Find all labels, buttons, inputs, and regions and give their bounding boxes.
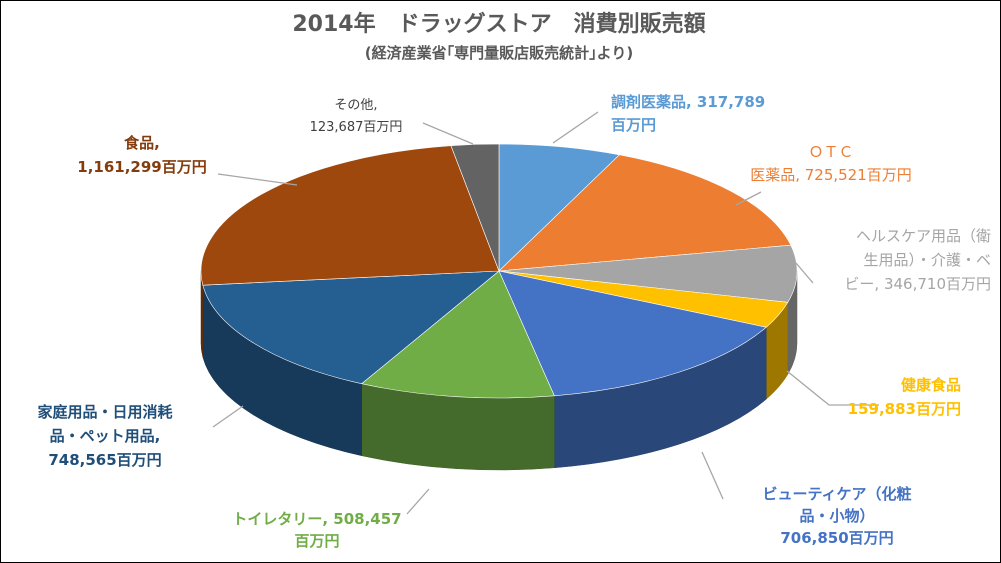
leader-lines	[212, 111, 879, 515]
slice-4-leader-line	[786, 370, 879, 406]
slice-2-label-line: ＯＴＣ	[808, 143, 853, 161]
slice-9-data-label: その他, 123,687百万円	[310, 98, 403, 135]
slice-9-label-line: 123,687百万円	[310, 120, 403, 135]
slice-8-wedge	[200, 145, 500, 286]
chart-title: 2014年 ドラッグストア 消費別販売額	[292, 11, 705, 37]
slice-9-wedge	[450, 143, 500, 272]
slice-5-leader-line	[701, 451, 724, 500]
slice-7-leader-line	[212, 405, 244, 428]
slice-5-label-line: 706,850百万円	[780, 529, 893, 547]
slice-8-label-line: 1,161,299百万円	[77, 158, 206, 176]
slice-5-label-line: ビューティケア（化粧	[762, 485, 911, 503]
slice-9-label-line: その他,	[334, 98, 377, 113]
slice-9-leader-line	[422, 122, 474, 145]
chart-subtitle: (経済産業省｢専門量販店販売統計｣より)	[365, 44, 633, 62]
slice-2-wedge	[498, 154, 792, 272]
slice-5-wedge	[498, 270, 767, 397]
slice-8-data-label: 食品, 1,161,299百万円	[77, 134, 206, 176]
slice-7-label-line: 品・ペット用品,	[50, 427, 161, 445]
slice-1-label-line: 調剤医薬品, 317,789	[611, 93, 765, 111]
slice-4-data-label: 健康食品 159,883百万円	[848, 376, 961, 418]
slice-3-leader-line	[795, 262, 814, 284]
pie-top	[200, 143, 798, 399]
slice-7-data-label: 家庭用品・日用消耗品・ペット用品, 748,565百万円	[37, 403, 172, 469]
slice-3-label-line: ビー, 346,710百万円	[844, 275, 991, 293]
slice-6-label-line: トイレタリー, 508,457	[232, 510, 401, 528]
slice-8-leader-line	[217, 173, 298, 186]
slice-1-wedge	[498, 143, 621, 272]
slice-6-label-line: 百万円	[294, 532, 339, 550]
slice-5-data-label: ビューティケア（化粧品・小物） 706,850百万円	[762, 485, 911, 547]
slice-2-leader-line	[735, 191, 762, 206]
slice-1-label-line: 百万円	[611, 116, 656, 134]
slice-1-leader-line	[552, 111, 599, 144]
slice-3-data-label: ヘルスケア用品（衛生用品）・介護・ベビー, 346,710百万円	[844, 227, 991, 293]
slice-7-label-line: 家庭用品・日用消耗	[37, 403, 172, 421]
slice-7-wedge	[202, 270, 500, 385]
slice-1-data-label: 調剤医薬品, 317,789 百万円	[611, 93, 765, 134]
data-labels: 調剤医薬品, 317,789 百万円 ＯＴＣ 医薬品, 725,521百万円ヘルスケア…	[37, 93, 991, 550]
slice-3-wedge	[498, 244, 798, 303]
slice-4-label-line: 健康食品	[901, 376, 961, 394]
slice-2-data-label: ＯＴＣ 医薬品, 725,521百万円	[750, 143, 912, 184]
slice-6-leader-line	[406, 488, 430, 515]
slice-6-data-label: トイレタリー, 508,457 百万円	[232, 510, 401, 550]
pie-sides	[200, 270, 798, 471]
slice-8-label-line: 食品,	[124, 134, 160, 152]
slice-3-label-line: 生用品）・介護・ベ	[863, 251, 991, 269]
slice-4-label-line: 159,883百万円	[848, 400, 961, 418]
slice-6-wedge	[360, 270, 555, 399]
slice-5-label-line: 品・小物）	[799, 507, 874, 525]
slice-3-label-line: ヘルスケア用品（衛	[856, 227, 991, 245]
slice-2-label-line: 医薬品, 725,521百万円	[750, 166, 912, 184]
slice-7-label-line: 748,565百万円	[48, 451, 161, 469]
